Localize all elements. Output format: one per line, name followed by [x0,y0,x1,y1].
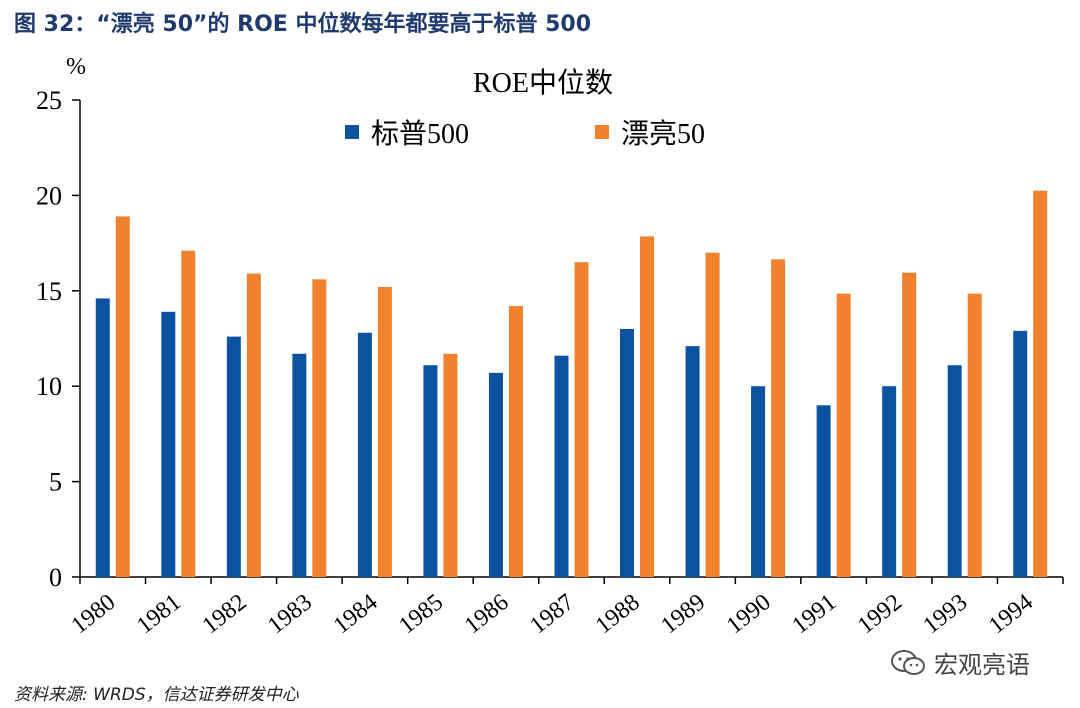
bar-nifty50 [508,306,523,577]
x-tick-label: 1994 [984,589,1038,639]
bar-nifty50 [574,262,589,577]
x-tick-label: 1988 [591,589,645,639]
x-tick-label: 1991 [787,589,841,639]
x-tick-label: 1985 [394,589,448,639]
bar-sp500 [423,365,438,577]
x-tick-label: 1980 [67,589,121,639]
source-note: 资料来源: WRDS，信达证券研发中心 [14,685,299,705]
bar-nifty50 [312,279,327,577]
x-tick-label: 1982 [198,589,252,639]
chart-axes [72,99,1064,584]
bar-sp500 [947,365,962,577]
bar-sp500 [357,332,372,577]
bar-sp500 [1013,330,1028,577]
x-tick-label: 1984 [329,589,383,639]
bar-sp500 [554,355,569,577]
chart-title: ROE中位数 [473,67,613,99]
x-tick-label: 1981 [132,589,186,639]
y-tick-label: 5 [49,468,62,497]
x-tick-labels: 1980 1981 1982 1983 1984 1985 1986 1987 1988 1989… [67,589,1038,639]
x-tick-label: 1989 [656,589,710,639]
bar-nifty50 [967,293,982,577]
legend-swatch [595,125,609,139]
legend-swatch [345,125,359,139]
bar-nifty50 [181,250,196,577]
y-tick-label: 15 [36,277,62,306]
legend-label: 标普500 [371,118,469,150]
bar-nifty50 [640,236,655,577]
x-tick-label: 1986 [460,589,514,639]
x-tick-label: 1987 [525,589,579,639]
bar-sp500 [751,386,766,577]
bar-sp500 [816,405,831,577]
x-tick-label: 1993 [919,589,973,639]
legend-label: 漂亮50 [621,118,705,150]
bar-nifty50 [1033,190,1048,577]
bar-sp500 [685,346,700,577]
x-tick-label: 1992 [853,589,907,639]
figure-title: 图 32：“漂亮 50”的 ROE 中位数每年都要高于标普 500 [14,12,592,37]
bar-sp500 [95,298,110,577]
bar-nifty50 [115,216,130,577]
y-tick-label: 10 [36,372,62,401]
bar-sp500 [161,311,176,577]
x-tick-label: 1983 [263,589,317,639]
y-tick-label: 25 [36,86,62,115]
bar-sp500 [488,372,503,577]
watermark: 宏观亮语 [890,645,1030,680]
bar-sp500 [882,386,897,577]
wechat-icon [891,649,925,675]
bar-nifty50 [771,259,786,577]
y-axis-unit-label: % [66,54,86,80]
bar-nifty50 [443,353,458,577]
chart-legend: 标普500 漂亮50 [345,118,705,150]
bar-nifty50 [377,286,392,577]
bar-nifty50 [902,272,917,577]
y-tick-labels: 0 5 10 15 20 25 [36,86,62,592]
y-tick-label: 0 [49,563,62,592]
bar-nifty50 [705,252,720,577]
bar-sp500 [226,336,241,577]
x-tick-label: 1990 [722,589,776,639]
watermark-text: 宏观亮语 [934,651,1030,679]
bar-sp500 [620,328,635,577]
bar-nifty50 [836,293,851,577]
bar-nifty50 [246,273,261,577]
chart-bars [95,190,1048,577]
y-tick-label: 20 [36,181,62,210]
bar-sp500 [292,353,307,577]
